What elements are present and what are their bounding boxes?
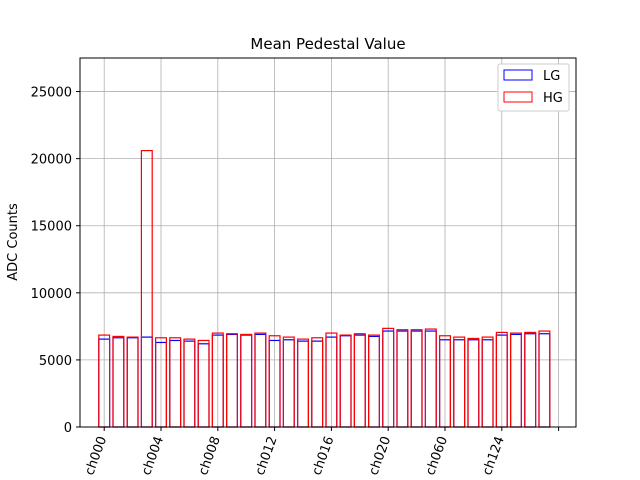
bar-hg-26 [467, 337, 480, 428]
bar-lg-3 [140, 336, 153, 428]
x-tick-label: ch004 [139, 434, 167, 477]
bar-hg-10 [240, 333, 253, 428]
bar-lg-22 [410, 330, 423, 428]
bar-lg-9 [226, 333, 239, 428]
bar-hg-2 [126, 336, 139, 428]
y-tick-label: 0 [64, 421, 72, 436]
bar-lg-25 [453, 339, 466, 428]
bar-lg-19 [368, 335, 381, 428]
bar-hg-25 [453, 336, 466, 428]
y-tick-label: 10000 [31, 287, 72, 302]
bar-hg-6 [183, 338, 196, 428]
bar-lg-30 [524, 333, 537, 428]
x-tick-label: ch016 [310, 434, 338, 477]
bar-lg-18 [353, 334, 366, 428]
bar-hg-15 [311, 337, 324, 428]
axes-frame [79, 57, 577, 428]
x-tick-label: ch020 [366, 434, 394, 477]
bar-hg-5 [169, 337, 182, 428]
x-tick-label: ch000 [82, 434, 110, 477]
bar-lg-1 [112, 337, 125, 428]
bar-lg-21 [396, 330, 409, 428]
bar-lg-6 [183, 340, 196, 428]
legend-hg-label: HG [543, 91, 563, 106]
x-tick-label: ch012 [253, 434, 281, 477]
bar-lg-31 [538, 333, 551, 428]
bar-hg-19 [368, 334, 381, 428]
bar-hg-9 [226, 333, 239, 428]
bar-lg-27 [481, 339, 494, 428]
y-tick-label: 15000 [31, 220, 72, 235]
legend: LG HG [497, 63, 570, 112]
bar-hg-17 [339, 334, 352, 428]
bar-lg-13 [282, 339, 295, 428]
bar-lg-29 [510, 333, 523, 428]
grid-lines [80, 58, 576, 428]
legend-lg-swatch [503, 69, 533, 81]
bar-hg-31 [538, 330, 551, 428]
bar-hg-13 [282, 336, 295, 428]
bar-hg-29 [510, 332, 523, 428]
bar-lg-5 [169, 339, 182, 428]
bar-lg-10 [240, 334, 253, 428]
y-tick-label: 20000 [31, 153, 72, 168]
bar-hg-18 [353, 333, 366, 428]
bar-lg-26 [467, 339, 480, 428]
bar-hg-27 [481, 336, 494, 428]
y-tick-label: 5000 [39, 354, 72, 369]
bar-lg-23 [424, 330, 437, 428]
bars [98, 149, 551, 428]
bar-lg-17 [339, 335, 352, 428]
y-tick-label: 25000 [31, 86, 72, 101]
chart-title: Mean Pedestal Value [250, 35, 405, 53]
bar-lg-14 [297, 340, 310, 428]
bar-hg-1 [112, 335, 125, 428]
bar-lg-7 [197, 343, 210, 428]
bar-hg-21 [396, 329, 409, 428]
bar-hg-14 [297, 338, 310, 428]
bar-hg-7 [197, 339, 210, 428]
legend-hg-swatch [503, 91, 533, 103]
bar-lg-15 [311, 340, 324, 428]
legend-box [497, 63, 570, 112]
x-tick-label: ch008 [196, 434, 224, 477]
x-tick-label: ch124 [480, 434, 508, 477]
bar-hg-11 [254, 332, 267, 428]
bar-hg-22 [410, 329, 423, 428]
bar-lg-11 [254, 333, 267, 428]
bar-hg-30 [524, 331, 537, 428]
bar-lg-2 [126, 337, 139, 428]
legend-lg-label: LG [543, 69, 560, 84]
bar-hg-23 [424, 328, 437, 428]
bar-hg-3 [140, 149, 153, 428]
y-axis-label: ADC Counts [6, 203, 21, 281]
x-tick-label: ch060 [423, 434, 451, 477]
